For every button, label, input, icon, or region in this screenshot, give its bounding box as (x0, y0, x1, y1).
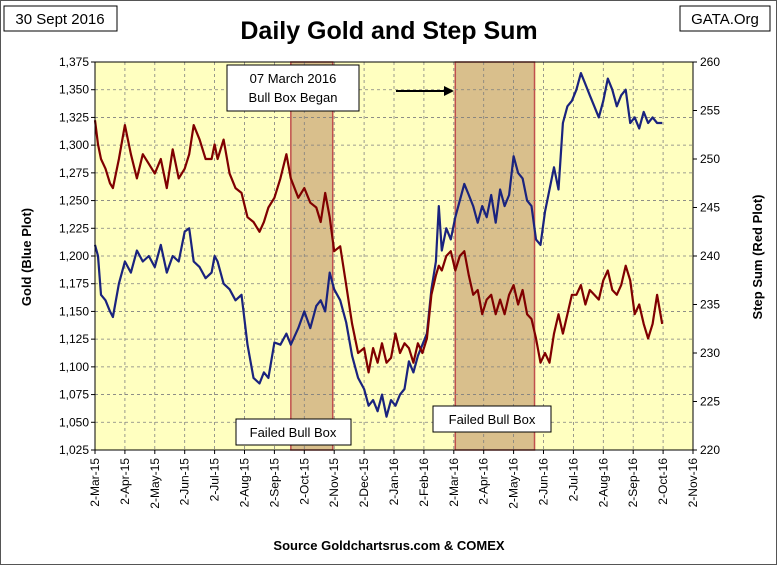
x-tick-label: 2-Sep-15 (267, 458, 281, 508)
y-left-tick-label: 1,300 (59, 138, 89, 152)
y-left-tick-label: 1,250 (59, 194, 89, 208)
x-tick-label: 2-Jul-15 (208, 458, 222, 502)
source-label: Source Goldchartsrus.com & COMEX (273, 538, 504, 553)
site-label: GATA.Org (691, 11, 759, 28)
y-left-tick-label: 1,275 (59, 166, 89, 180)
y-right-tick-label: 230 (700, 346, 720, 360)
y-left-title: Gold (Blue Plot) (19, 208, 34, 306)
x-tick-label: 2-Mar-16 (447, 458, 461, 507)
chart-title: Daily Gold and Step Sum (240, 17, 537, 45)
failed-box-label-2-frame (432, 405, 552, 433)
y-left-tick-label: 1,175 (59, 277, 89, 291)
x-tick-label: 2-Jul-16 (566, 458, 580, 502)
y-left-tick-label: 1,025 (59, 443, 89, 457)
y-right-tick-label: 260 (700, 55, 720, 69)
failed-box-label-1: Failed Bull Box (250, 425, 337, 440)
x-tick-label: 2-Dec-15 (357, 458, 371, 508)
failed-box-label-1-frame (235, 418, 352, 446)
x-tick-label: 2-Feb-16 (417, 458, 431, 507)
x-tick-label: 2-Jun-15 (178, 458, 192, 506)
x-tick-label: 2-Aug-15 (238, 458, 252, 508)
y-left-tick-label: 1,050 (59, 415, 89, 429)
annotation-arrow-icon (444, 86, 454, 96)
y-left-tick-label: 1,375 (59, 55, 89, 69)
y-right-title: Step Sum (Red Plot) (750, 195, 765, 320)
y-left-tick-label: 1,150 (59, 304, 89, 318)
y-right-tick-label: 235 (700, 298, 720, 312)
x-tick-label: 2-Nov-16 (686, 458, 700, 508)
y-left-tick-label: 1,125 (59, 332, 89, 346)
x-tick-label: 2-Apr-15 (118, 458, 132, 505)
x-axis: 2-Mar-15 2-Apr-15 2-May-15 2-Jun-15 2-Jul-15… (88, 450, 700, 509)
y-axis-left: 1,025 1,050 1,075 1,100 1,125 1,150 1,175 1,200… (59, 55, 95, 457)
series-gold (93, 71, 663, 418)
x-tick-label: 2-Mar-15 (88, 458, 102, 507)
y-right-tick-label: 225 (700, 395, 720, 409)
y-left-tick-label: 1,225 (59, 221, 89, 235)
x-tick-label: 2-Oct-15 (297, 458, 311, 505)
annotation-box (226, 64, 360, 112)
annotation-line2: Bull Box Began (249, 90, 338, 105)
x-tick-label: 2-Nov-15 (327, 458, 341, 508)
y-left-tick-label: 1,100 (59, 360, 89, 374)
date-label: 30 Sept 2016 (15, 11, 104, 28)
y-left-tick-label: 1,325 (59, 110, 89, 124)
x-tick-label: 2-Sep-16 (626, 458, 640, 508)
y-right-tick-label: 245 (700, 201, 720, 215)
x-tick-label: 2-Apr-16 (477, 458, 491, 505)
series-step-sum (93, 120, 664, 374)
y-right-tick-label: 255 (700, 104, 720, 118)
y-right-tick-label: 250 (700, 152, 720, 166)
x-tick-label: 2-Jun-16 (537, 458, 551, 506)
y-left-tick-label: 1,350 (59, 83, 89, 97)
x-tick-label: 2-May-16 (507, 458, 521, 509)
series-lines (93, 71, 664, 418)
bull-boxes (290, 61, 536, 451)
date-label-box (3, 5, 118, 32)
y-right-tick-label: 240 (700, 249, 720, 263)
failed-box-label-2: Failed Bull Box (449, 412, 536, 427)
y-axis-right: 220 225 230 235 240 245 250 255 260 (693, 55, 720, 457)
x-tick-label: 2-May-15 (148, 458, 162, 509)
site-label-box (679, 5, 771, 32)
y-left-tick-label: 1,075 (59, 388, 89, 402)
y-left-tick-label: 1,200 (59, 249, 89, 263)
y-right-tick-label: 220 (700, 443, 720, 457)
annotation-line1: 07 March 2016 (250, 71, 337, 86)
x-tick-label: 2-Aug-16 (596, 458, 610, 508)
x-tick-label: 2-Jan-16 (387, 458, 401, 506)
x-tick-label: 2-Oct-16 (656, 458, 670, 505)
